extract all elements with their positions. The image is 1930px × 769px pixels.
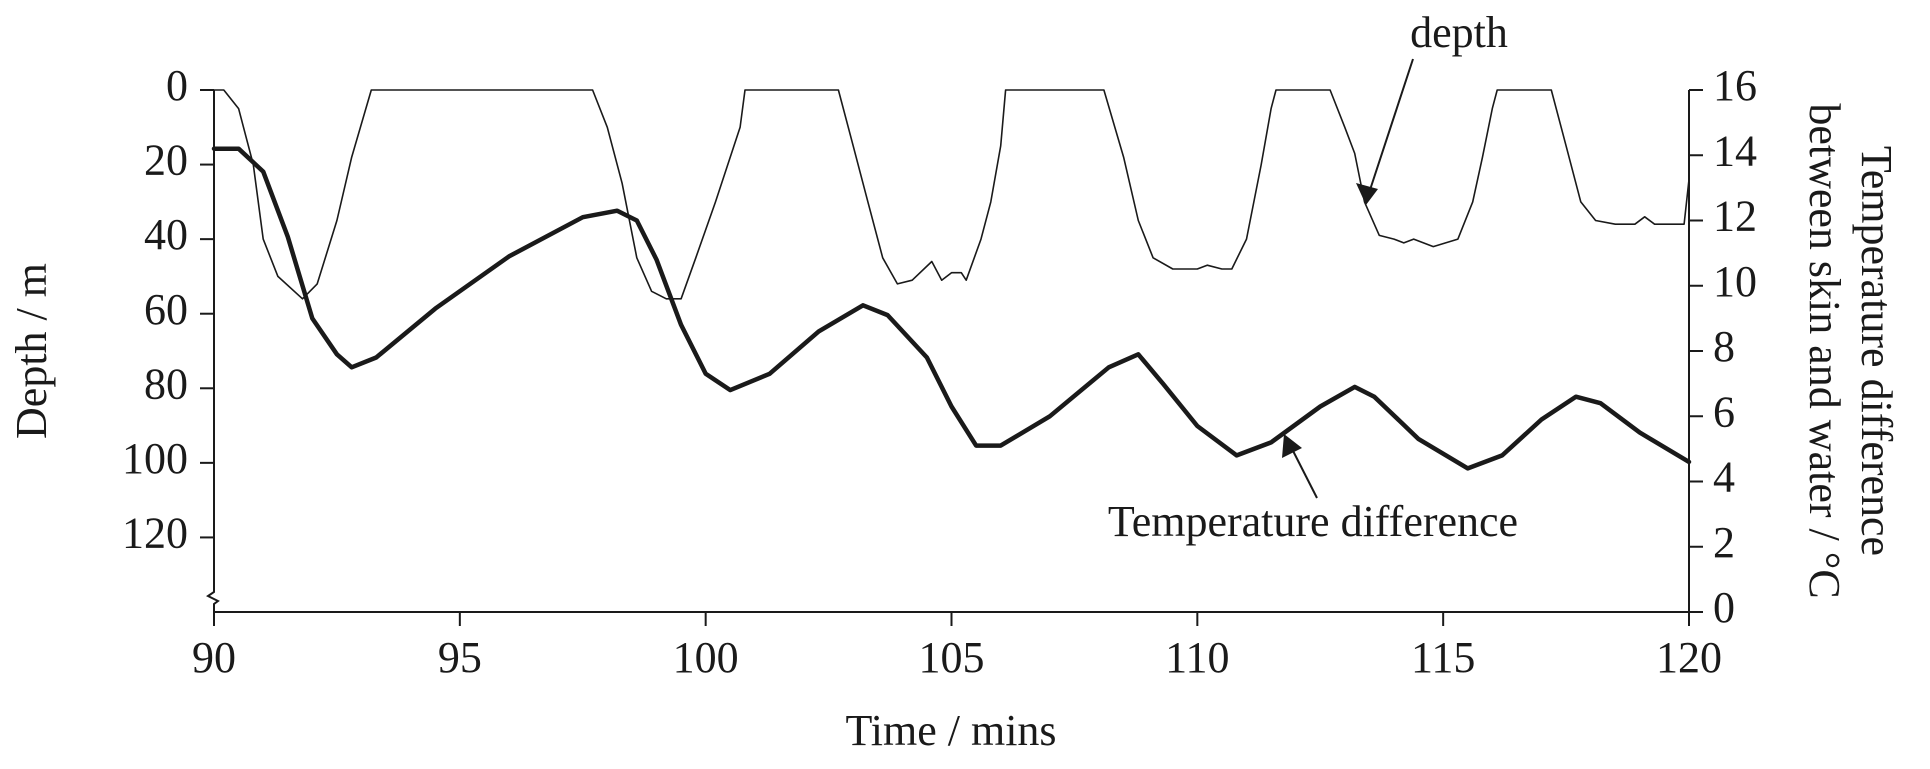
y2-axis-title: Temperature difference [1852, 146, 1901, 556]
x-tick-label: 120 [1656, 633, 1722, 682]
x-tick-label: 95 [438, 633, 482, 682]
y2-tick-label: 2 [1713, 518, 1735, 567]
depth-annotation: depth [1410, 8, 1508, 57]
y-tick-label: 40 [144, 210, 188, 259]
y2-tick-label: 14 [1713, 126, 1757, 175]
x-tick-label: 90 [192, 633, 236, 682]
y2-tick-label: 6 [1713, 387, 1735, 436]
series-line [211, 146, 1692, 471]
y2-tick-label: 16 [1713, 61, 1757, 110]
depth-arrow [1367, 58, 1414, 197]
y-tick-label: 80 [144, 359, 188, 408]
x-tick-label: 100 [673, 633, 739, 682]
depth-arrowhead [1356, 183, 1378, 205]
y2-tick-label: 4 [1713, 453, 1735, 502]
y-tick-label: 100 [122, 434, 188, 483]
y-tick-label: 120 [122, 509, 188, 558]
temp-arrowhead [1282, 434, 1302, 458]
y2-axis-title: between skin and water / °C [1800, 103, 1849, 598]
x-axis-title: Time / mins [845, 706, 1056, 755]
y-tick-label: 20 [144, 136, 188, 185]
y2-tick-label: 12 [1713, 192, 1757, 241]
y-tick-label: 0 [166, 61, 188, 110]
series-line [213, 89, 1690, 300]
y2-tick-label: 0 [1713, 583, 1735, 632]
y2-tick-label: 8 [1713, 322, 1735, 371]
y-axis-title: Depth / m [7, 263, 56, 439]
y-tick-label: 60 [144, 285, 188, 334]
temp-annotation: Temperature difference [1108, 497, 1518, 546]
x-tick-label: 115 [1411, 633, 1475, 682]
y2-tick-label: 10 [1713, 257, 1757, 306]
x-tick-label: 110 [1165, 633, 1229, 682]
x-tick-label: 105 [919, 633, 985, 682]
